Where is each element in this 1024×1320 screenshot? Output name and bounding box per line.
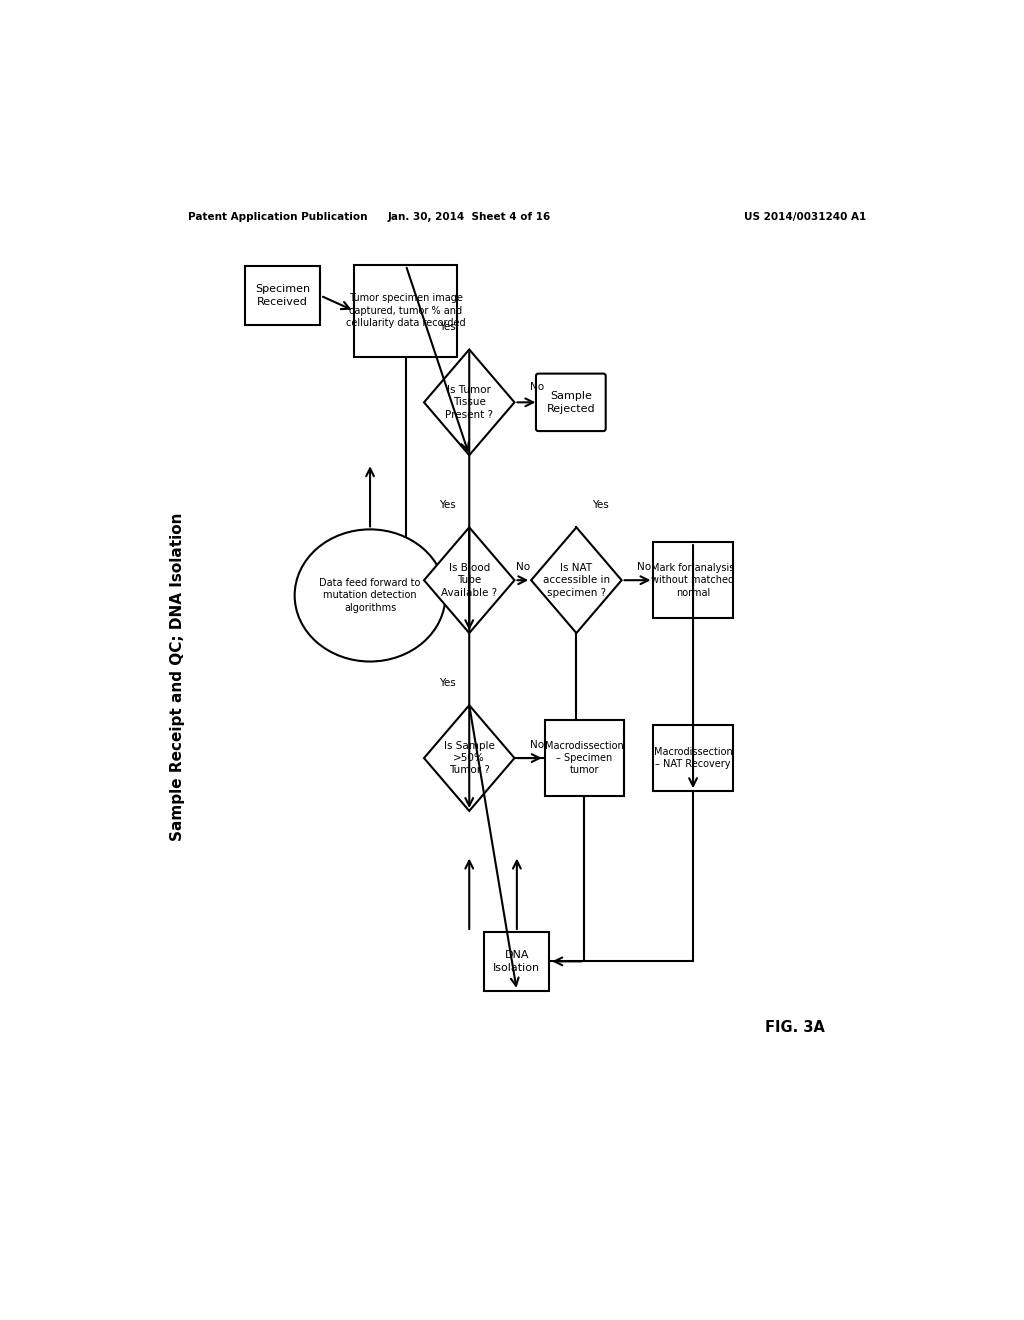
FancyBboxPatch shape — [536, 374, 605, 432]
FancyBboxPatch shape — [245, 267, 321, 325]
Text: FIG. 3A: FIG. 3A — [765, 1020, 824, 1035]
Polygon shape — [424, 705, 514, 810]
Text: Tumor specimen image
captured, tumor % and
cellularity data recorded: Tumor specimen image captured, tumor % a… — [346, 293, 466, 329]
Text: Patent Application Publication: Patent Application Publication — [187, 213, 367, 222]
Polygon shape — [424, 528, 514, 634]
Text: Yes: Yes — [438, 678, 456, 688]
Text: US 2014/0031240 A1: US 2014/0031240 A1 — [743, 213, 866, 222]
FancyBboxPatch shape — [653, 543, 733, 618]
Text: Is Sample
>50%
Tumor ?: Is Sample >50% Tumor ? — [443, 741, 495, 775]
Text: Sample Receipt and QC; DNA Isolation: Sample Receipt and QC; DNA Isolation — [171, 512, 185, 841]
Text: Specimen
Received: Specimen Received — [255, 284, 310, 306]
Text: Sample
Rejected: Sample Rejected — [547, 391, 595, 413]
Text: No: No — [516, 562, 529, 572]
Text: No: No — [637, 562, 651, 572]
Text: Data feed forward to
mutation detection
algorithms: Data feed forward to mutation detection … — [319, 578, 421, 612]
FancyBboxPatch shape — [545, 719, 624, 796]
Text: Is Tumor
Tissue
Present ?: Is Tumor Tissue Present ? — [445, 385, 494, 420]
Text: Jan. 30, 2014  Sheet 4 of 16: Jan. 30, 2014 Sheet 4 of 16 — [388, 213, 551, 222]
Ellipse shape — [295, 529, 445, 661]
FancyBboxPatch shape — [653, 725, 733, 791]
Text: Mark for analysis
without matched
normal: Mark for analysis without matched normal — [651, 562, 735, 598]
Text: Is Blood
Tube
Available ?: Is Blood Tube Available ? — [441, 562, 498, 598]
Text: DNA
Isolation: DNA Isolation — [494, 950, 541, 973]
FancyBboxPatch shape — [484, 932, 550, 991]
Text: No: No — [529, 381, 544, 392]
Polygon shape — [424, 350, 514, 455]
Text: Yes: Yes — [592, 500, 608, 510]
Polygon shape — [531, 528, 622, 634]
Text: No: No — [529, 741, 544, 750]
FancyBboxPatch shape — [354, 265, 458, 356]
Text: Macrodissection
– Specimen
tumor: Macrodissection – Specimen tumor — [545, 741, 624, 775]
Text: Yes: Yes — [438, 322, 456, 333]
Text: Yes: Yes — [438, 500, 456, 510]
Text: Is NAT
accessible in
specimen ?: Is NAT accessible in specimen ? — [543, 562, 610, 598]
Text: Macrodissection
– NAT Recovery: Macrodissection – NAT Recovery — [653, 747, 732, 770]
